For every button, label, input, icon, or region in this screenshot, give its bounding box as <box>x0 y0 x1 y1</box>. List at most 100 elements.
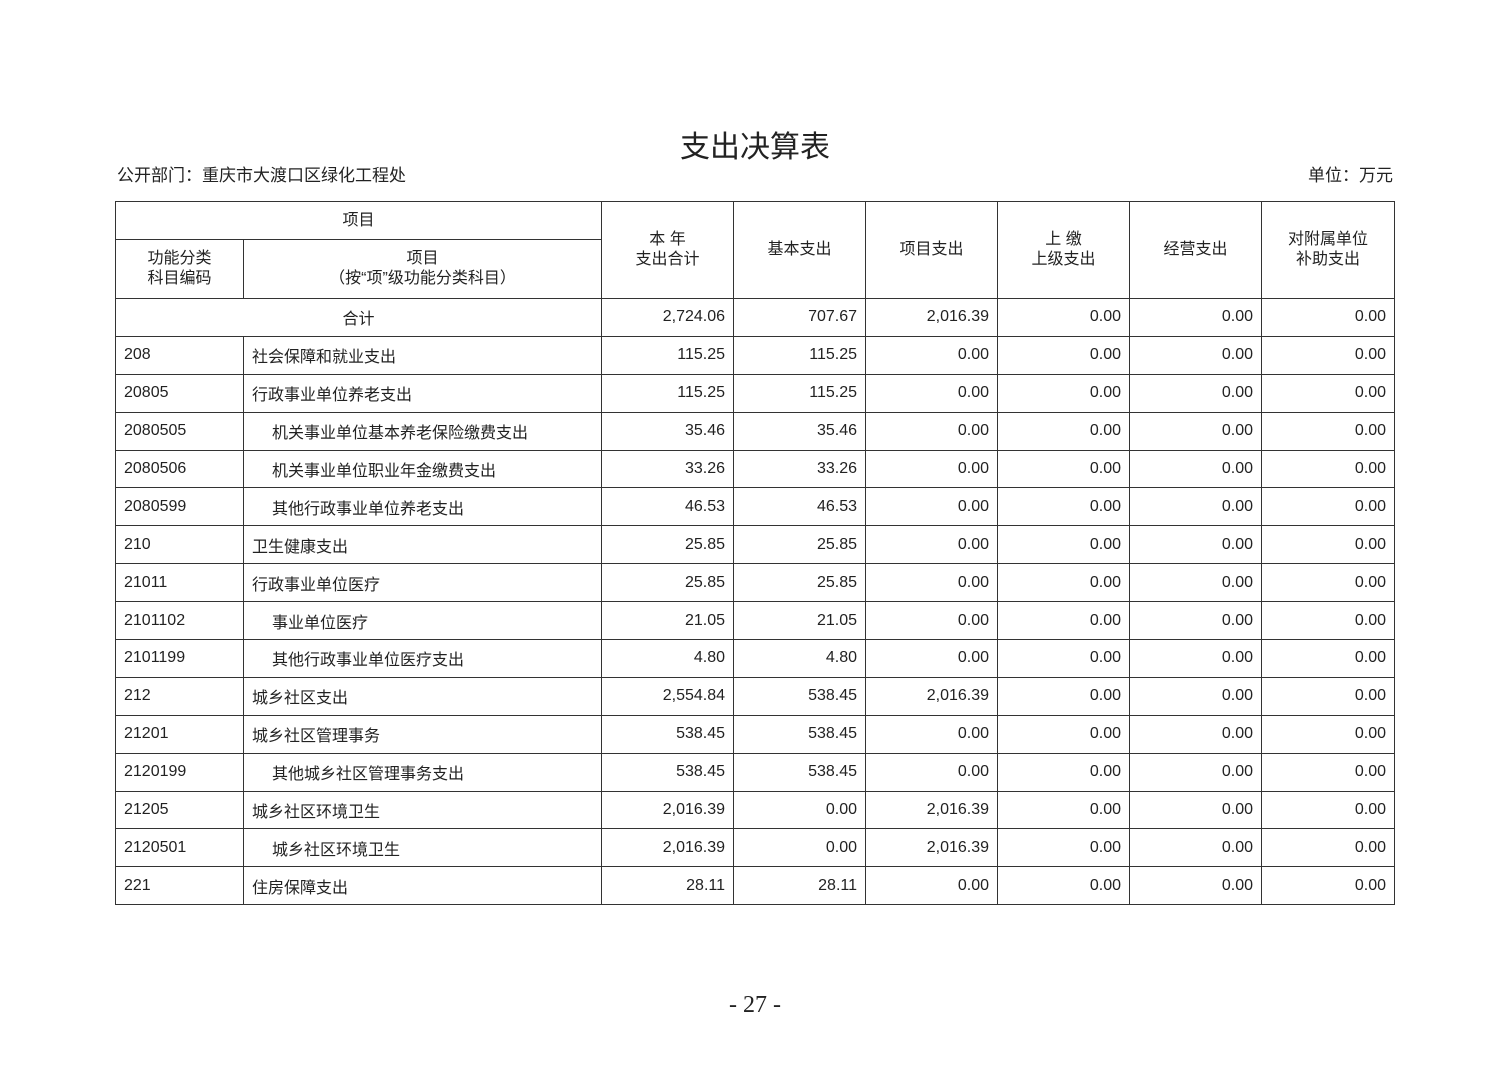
row-value: 0.00 <box>997 790 1131 830</box>
total-value: 0.00 <box>997 298 1131 337</box>
row-value: 0.00 <box>865 335 999 375</box>
row-value: 33.26 <box>733 449 867 489</box>
row-value: 21.05 <box>733 601 867 641</box>
row-value: 0.00 <box>997 714 1131 754</box>
row-value: 4.80 <box>601 639 735 678</box>
row-code: 210 <box>115 525 244 565</box>
row-value: 0.00 <box>1129 676 1263 716</box>
header-subsidy: 对附属单位 补助支出 <box>1261 201 1396 299</box>
row-value: 0.00 <box>1261 639 1396 678</box>
row-value: 0.00 <box>865 373 999 413</box>
row-value: 0.00 <box>997 373 1131 413</box>
row-code: 21011 <box>115 563 244 603</box>
row-value: 0.00 <box>997 601 1131 641</box>
row-value: 25.85 <box>601 525 735 565</box>
row-value: 0.00 <box>1129 563 1263 603</box>
row-value: 0.00 <box>1129 373 1263 413</box>
page-number: - 27 - <box>729 992 781 1018</box>
row-value: 0.00 <box>1261 790 1396 830</box>
row-code: 2120199 <box>115 752 244 792</box>
row-value: 0.00 <box>1261 828 1396 868</box>
row-value: 0.00 <box>1129 714 1263 754</box>
row-value: 538.45 <box>601 752 735 792</box>
row-value: 0.00 <box>1261 525 1396 565</box>
row-name: 其他行政事业单位养老支出 <box>242 487 603 527</box>
row-value: 0.00 <box>1261 752 1396 792</box>
row-value: 0.00 <box>997 639 1131 678</box>
row-name: 城乡社区管理事务 <box>242 714 603 754</box>
row-value: 0.00 <box>1129 790 1263 830</box>
row-value: 0.00 <box>997 449 1131 489</box>
row-value: 0.00 <box>865 752 999 792</box>
table-row: 2080506 机关事业单位职业年金缴费支出 33.26 33.26 0.00 0.00 0… <box>115 449 1396 489</box>
total-value: 707.67 <box>733 298 867 337</box>
table-row: 2120501 城乡社区环境卫生 2,016.39 0.00 2,016.39 0.00 0… <box>115 828 1396 868</box>
total-label: 合计 <box>114 298 603 337</box>
row-value: 0.00 <box>1129 335 1263 375</box>
row-value: 2,016.39 <box>601 790 735 830</box>
department-label: 公开部门：重庆市大渡口区绿化工程处 <box>117 166 406 185</box>
row-value: 538.45 <box>733 714 867 754</box>
row-value: 0.00 <box>1261 563 1396 603</box>
table-row: 21201 城乡社区管理事务 538.45 538.45 0.00 0.00 0.00 0.0… <box>115 714 1396 754</box>
row-name: 住房保障支出 <box>242 866 603 906</box>
row-value: 0.00 <box>1261 373 1396 413</box>
row-value: 0.00 <box>865 487 999 527</box>
total-value: 2,016.39 <box>865 298 999 337</box>
header-basic: 基本支出 <box>733 201 867 299</box>
row-value: 0.00 <box>997 487 1131 527</box>
row-value: 35.46 <box>733 411 867 451</box>
row-name: 机关事业单位基本养老保险缴费支出 <box>242 411 603 451</box>
total-value: 2,724.06 <box>601 298 735 337</box>
row-value: 0.00 <box>1129 828 1263 868</box>
row-code: 21201 <box>115 714 244 754</box>
row-value: 0.00 <box>997 752 1131 792</box>
row-code: 2120501 <box>115 828 244 868</box>
table-row: 2101102 事业单位医疗 21.05 21.05 0.00 0.00 0.00 0.00 <box>115 601 1396 641</box>
table-row: 212 城乡社区支出 2,554.84 538.45 2,016.39 0.00 0.00 0… <box>115 676 1396 716</box>
table-row: 2080505 机关事业单位基本养老保险缴费支出 35.46 35.46 0.00 0.0… <box>115 411 1396 451</box>
row-name: 行政事业单位养老支出 <box>242 373 603 413</box>
row-name: 城乡社区环境卫生 <box>242 790 603 830</box>
row-value: 0.00 <box>1129 487 1263 527</box>
table-row: 2080599 其他行政事业单位养老支出 46.53 46.53 0.00 0.00 0.0… <box>115 487 1396 527</box>
row-value: 0.00 <box>865 866 999 906</box>
row-value: 115.25 <box>733 373 867 413</box>
row-value: 0.00 <box>997 525 1131 565</box>
header-item-group: 项目 <box>114 201 603 240</box>
table-row: 210 卫生健康支出 25.85 25.85 0.00 0.00 0.00 0.00 <box>115 525 1396 565</box>
row-value: 2,016.39 <box>601 828 735 868</box>
row-name: 行政事业单位医疗 <box>242 563 603 603</box>
row-value: 0.00 <box>997 335 1131 375</box>
table-row: 2101199 其他行政事业单位医疗支出 4.80 4.80 0.00 0.00 0.00 0… <box>115 639 1396 678</box>
row-value: 0.00 <box>1129 866 1263 906</box>
row-value: 0.00 <box>1261 714 1396 754</box>
header-upper: 上 缴上级支出 <box>997 201 1131 299</box>
row-name: 社会保障和就业支出 <box>242 335 603 375</box>
row-name: 机关事业单位职业年金缴费支出 <box>242 449 603 489</box>
row-value: 0.00 <box>997 676 1131 716</box>
total-value: 0.00 <box>1129 298 1263 337</box>
header-item: 项目 （按“项”级功能分类科目） <box>242 239 603 299</box>
header-project: 项目支出 <box>865 201 999 299</box>
header-business: 经营支出 <box>1129 201 1263 299</box>
row-value: 46.53 <box>733 487 867 527</box>
row-value: 0.00 <box>997 563 1131 603</box>
row-value: 46.53 <box>601 487 735 527</box>
table-row: 21011 行政事业单位医疗 25.85 25.85 0.00 0.00 0.00 0.00 <box>115 563 1396 603</box>
row-code: 2080506 <box>115 449 244 489</box>
row-value: 0.00 <box>1261 866 1396 906</box>
row-name: 城乡社区环境卫生 <box>242 828 603 868</box>
row-code: 21205 <box>115 790 244 830</box>
row-value: 4.80 <box>733 639 867 678</box>
row-value: 538.45 <box>733 676 867 716</box>
row-value: 538.45 <box>601 714 735 754</box>
row-value: 0.00 <box>865 411 999 451</box>
row-value: 0.00 <box>1129 525 1263 565</box>
row-value: 0.00 <box>1261 449 1396 489</box>
row-value: 25.85 <box>733 525 867 565</box>
row-value: 0.00 <box>1261 487 1396 527</box>
row-value: 0.00 <box>1129 639 1263 678</box>
row-name: 事业单位医疗 <box>242 601 603 641</box>
table-row: 221 住房保障支出 28.11 28.11 0.00 0.00 0.00 0.00 <box>115 866 1396 906</box>
